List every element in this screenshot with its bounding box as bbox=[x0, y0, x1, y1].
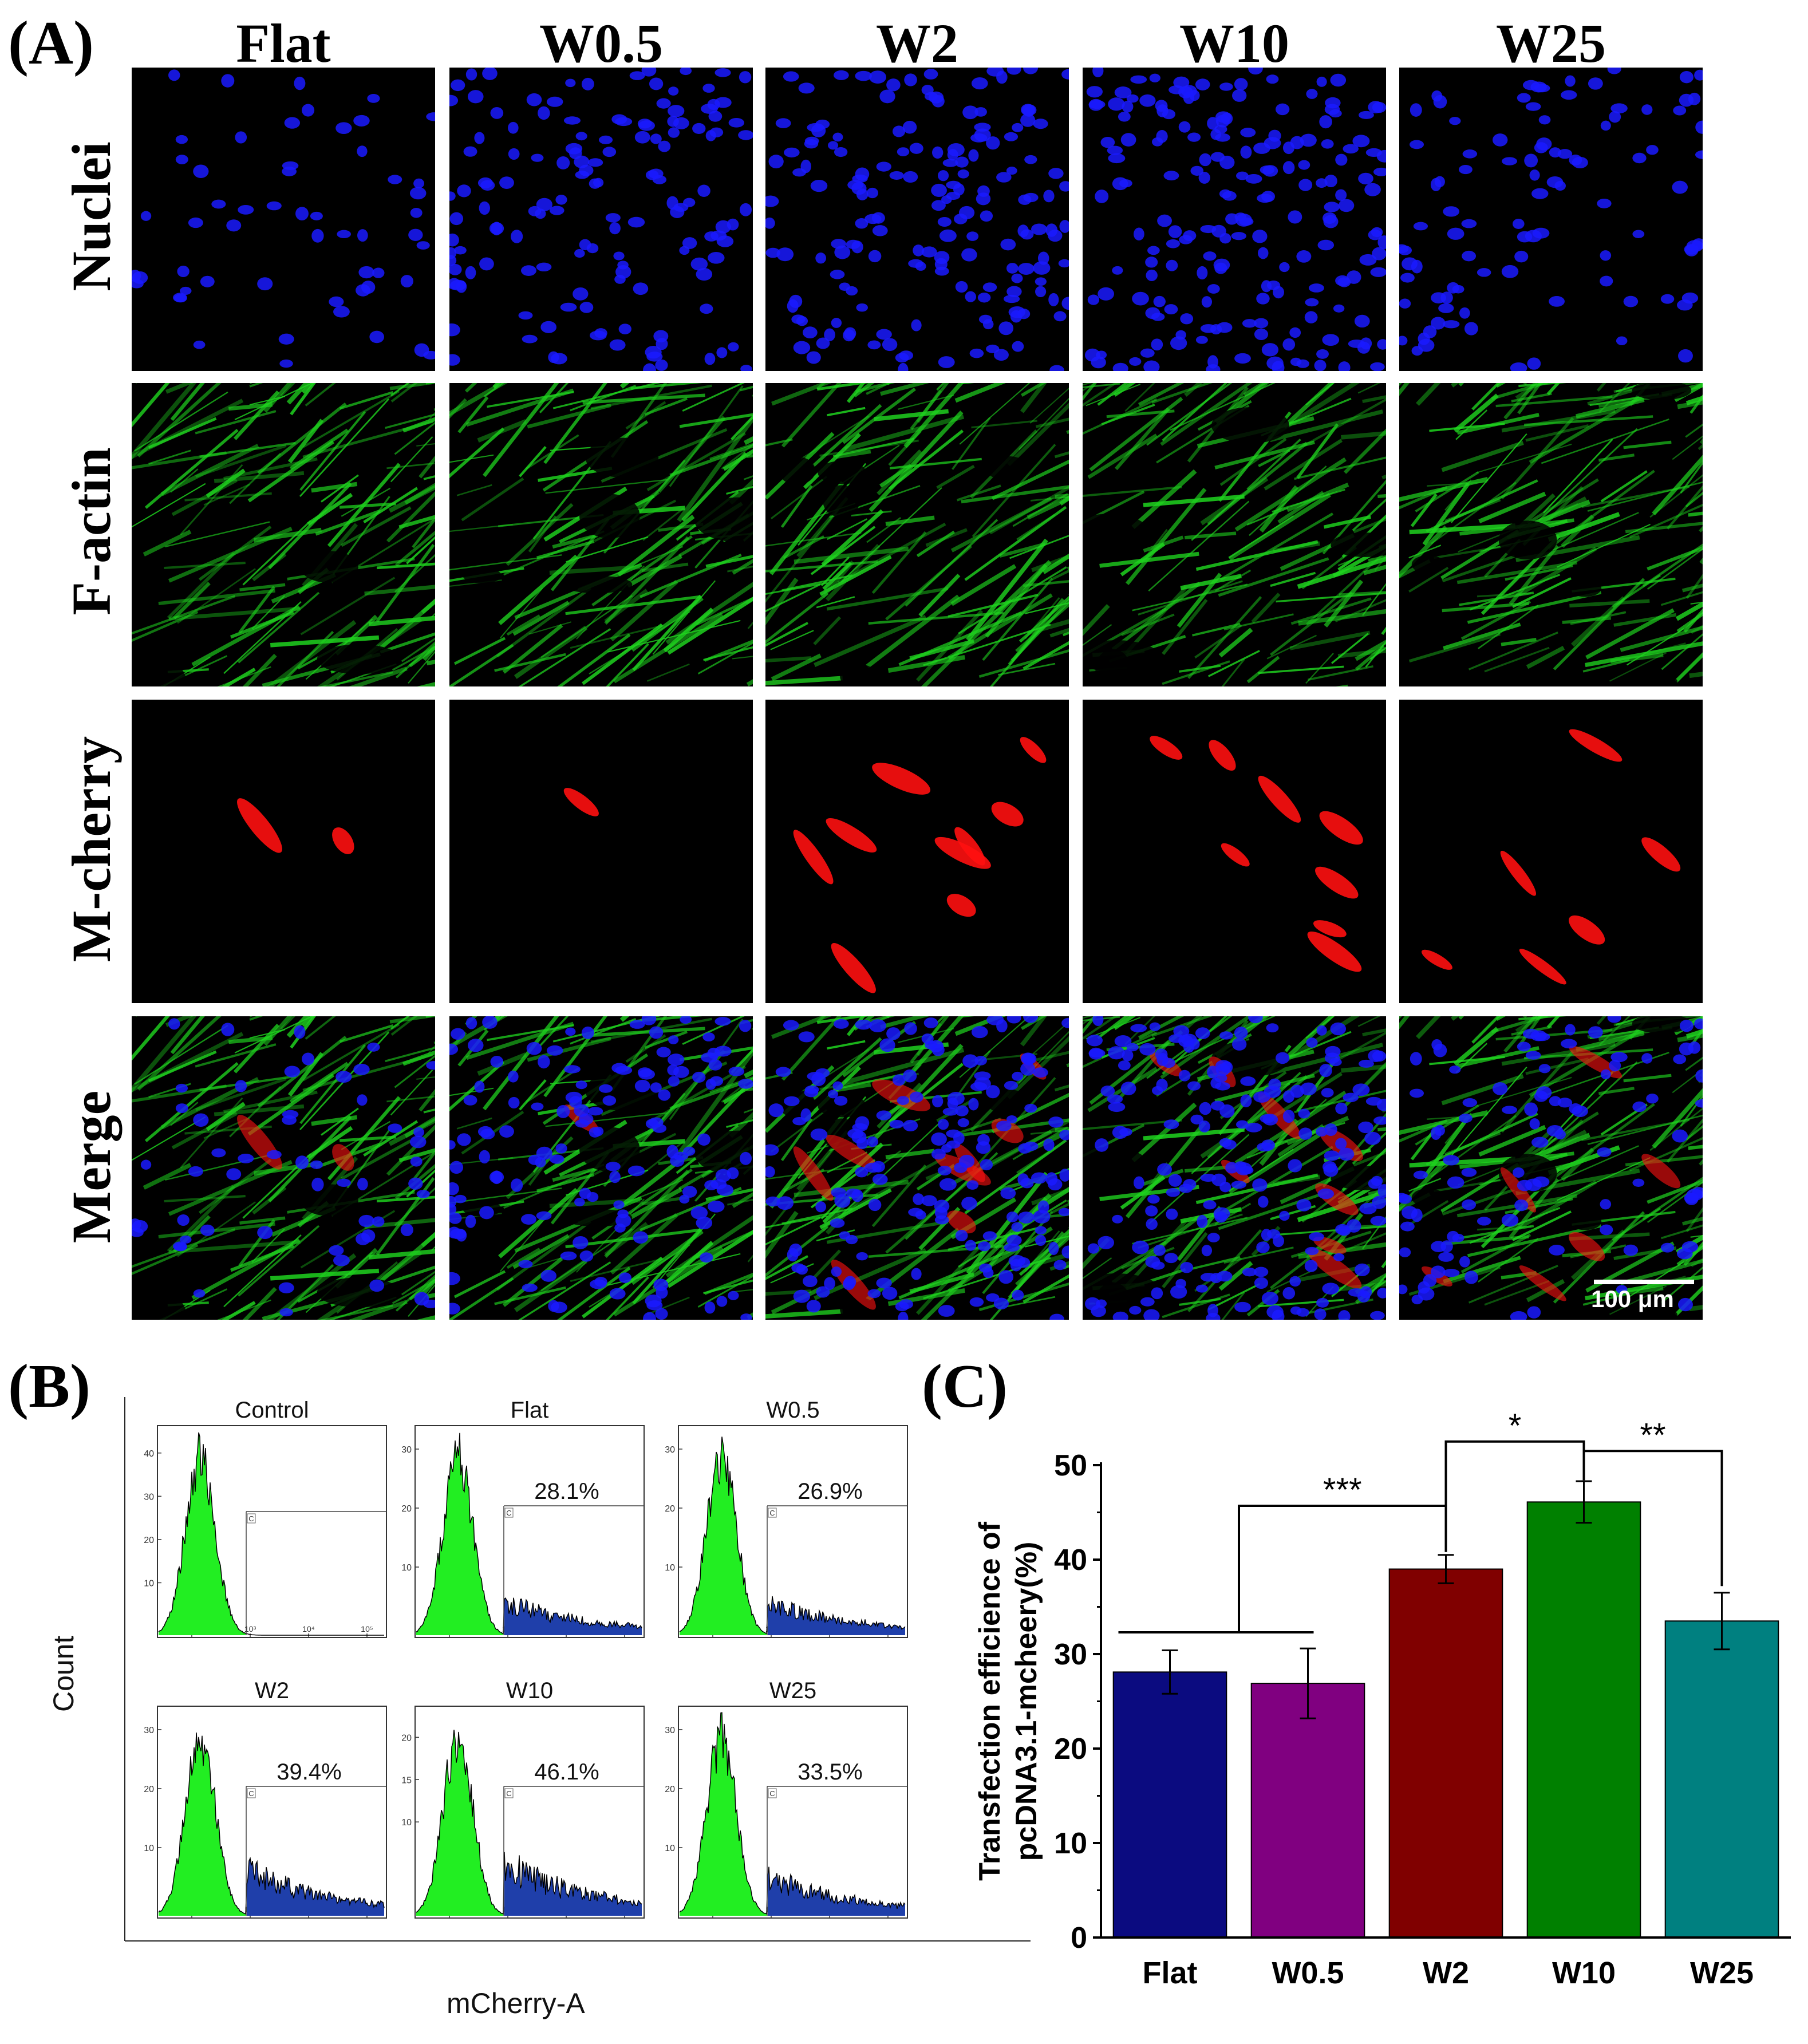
histogram-flat: Flat10203010²10³10⁴10⁵C28.1% bbox=[401, 1398, 644, 1637]
positive-percent: 33.5% bbox=[798, 1759, 862, 1785]
histogram-x-tick: 10⁵ bbox=[361, 1624, 373, 1633]
significance-label: * bbox=[1509, 1407, 1522, 1445]
histogram-title: W0.5 bbox=[766, 1398, 819, 1423]
bar-w2 bbox=[1389, 1569, 1503, 1938]
micrograph-mcherry-w25 bbox=[1399, 700, 1703, 1003]
row-header-m-cherry: M-cherry bbox=[64, 697, 119, 1001]
y-tick-label: 50 bbox=[1054, 1449, 1087, 1482]
column-header-flat: Flat bbox=[132, 16, 435, 71]
histogram-y-tick: 30 bbox=[144, 1492, 154, 1502]
micrograph-merge-w25: 100 μm bbox=[1399, 1016, 1703, 1320]
histogram-y-tick: 10 bbox=[144, 1844, 154, 1853]
gate-label: C bbox=[248, 1789, 254, 1798]
x-tick-label: W10 bbox=[1552, 1956, 1616, 1990]
x-tick-label: W0.5 bbox=[1272, 1956, 1344, 1990]
micrograph-factin-w25 bbox=[1399, 383, 1703, 686]
micrograph-merge-flat bbox=[132, 1016, 435, 1320]
histogram-title: Flat bbox=[511, 1398, 549, 1423]
histogram-y-tick: 20 bbox=[144, 1785, 154, 1794]
micrograph-nuclei-w10 bbox=[1083, 68, 1386, 371]
histogram-y-tick: 15 bbox=[401, 1775, 412, 1785]
gate-label: C bbox=[506, 1509, 511, 1517]
histogram-y-tick: 30 bbox=[401, 1445, 412, 1455]
micrograph-mcherry-flat bbox=[132, 700, 435, 1003]
micrograph-mcherry-w10 bbox=[1083, 700, 1386, 1003]
gate-label: C bbox=[248, 1514, 254, 1523]
histogram-x-tick: 10⁴ bbox=[302, 1624, 315, 1633]
histogram-y-tick: 20 bbox=[665, 1504, 675, 1514]
positive-percent: 46.1% bbox=[534, 1759, 599, 1785]
positive-percent: 28.1% bbox=[534, 1479, 599, 1504]
histogram-y-tick: 20 bbox=[665, 1785, 675, 1794]
micrograph-mcherry-w2 bbox=[765, 700, 1069, 1003]
histogram-y-tick: 10 bbox=[401, 1563, 412, 1573]
x-tick-label: W25 bbox=[1690, 1956, 1754, 1990]
y-axis-label: Transfection efficience of bbox=[973, 1521, 1006, 1881]
histogram-w2: W210203010²10³10⁴10⁵C39.4% bbox=[144, 1678, 386, 1918]
histogram-y-tick: 40 bbox=[144, 1449, 154, 1459]
row-header-nuclei: Nuclei bbox=[64, 65, 119, 368]
gate-label: C bbox=[769, 1509, 775, 1517]
micrograph-factin-w2 bbox=[765, 383, 1069, 686]
x-tick-label: Flat bbox=[1142, 1956, 1197, 1990]
row-header-f-actin: F-actin bbox=[64, 380, 119, 683]
histogram-w0-5: W0.510203010²10³10⁴10⁵C26.9% bbox=[665, 1398, 907, 1637]
histogram-control: Control1020304010²10³10⁴10⁵C bbox=[144, 1398, 386, 1637]
histogram-y-tick: 20 bbox=[401, 1504, 412, 1514]
micrograph-merge-w10 bbox=[1083, 1016, 1386, 1320]
significance-label: ** bbox=[1640, 1416, 1665, 1454]
y-tick-label: 40 bbox=[1054, 1544, 1087, 1577]
column-header-w25: W25 bbox=[1399, 16, 1703, 71]
bar-w25 bbox=[1665, 1621, 1779, 1938]
histogram-y-tick: 10 bbox=[144, 1579, 154, 1588]
bar-chart: Flat W0.5 W2 W10 W25 0 10 20 30 40 50 Transfection … bbox=[938, 1371, 1808, 2029]
row-header-merge: Merge bbox=[64, 1015, 119, 1319]
y-tick-label: 10 bbox=[1054, 1827, 1087, 1860]
column-header-w2: W2 bbox=[765, 16, 1069, 71]
bar-w0-5 bbox=[1252, 1683, 1365, 1938]
positive-percent: 39.4% bbox=[277, 1759, 341, 1785]
micrograph-nuclei-w25 bbox=[1399, 68, 1703, 371]
gate-label: C bbox=[506, 1789, 511, 1798]
micrograph-mcherry-w0-5 bbox=[449, 700, 753, 1003]
histogram-y-tick: 30 bbox=[144, 1726, 154, 1735]
histogram-title: W2 bbox=[255, 1678, 289, 1703]
panel-b-letter: (B) bbox=[8, 1356, 90, 1418]
micrograph-nuclei-w2 bbox=[765, 68, 1069, 371]
histogram-y-tick: 20 bbox=[401, 1733, 412, 1743]
histogram-w25: W2510203010²10³10⁴10⁵C33.5% bbox=[665, 1678, 907, 1918]
column-header-w0-5: W0.5 bbox=[449, 16, 753, 71]
flow-cytometry-panel: Control1020304010²10³10⁴10⁵CFlat10203010… bbox=[115, 1391, 1042, 2044]
y-tick-label: 30 bbox=[1054, 1638, 1087, 1671]
histogram-y-tick: 30 bbox=[665, 1726, 675, 1735]
gate-label: C bbox=[769, 1789, 775, 1798]
micrograph-factin-w10 bbox=[1083, 383, 1386, 686]
micrograph-factin-flat bbox=[132, 383, 435, 686]
y-axis-label: pcDNA3.1-mcheery(%) bbox=[1010, 1542, 1043, 1861]
y-tick-label: 0 bbox=[1071, 1921, 1087, 1955]
panel-b-y-axis-label: Count bbox=[47, 1636, 80, 1712]
y-tick-label: 20 bbox=[1054, 1733, 1087, 1766]
micrograph-nuclei-flat bbox=[132, 68, 435, 371]
histogram-title: W25 bbox=[769, 1678, 816, 1703]
significance-label: *** bbox=[1323, 1471, 1362, 1509]
column-header-w10: W10 bbox=[1083, 16, 1386, 71]
micrograph-nuclei-w0-5 bbox=[449, 68, 753, 371]
bar-flat bbox=[1114, 1672, 1227, 1938]
histogram-w10: W1010152010²10³10⁴10⁵C46.1% bbox=[401, 1678, 644, 1918]
x-tick-label: W2 bbox=[1423, 1956, 1469, 1990]
micrograph-merge-w2 bbox=[765, 1016, 1069, 1320]
histogram-title: Control bbox=[235, 1398, 309, 1423]
micrograph-factin-w0-5 bbox=[449, 383, 753, 686]
bar-w10 bbox=[1527, 1502, 1641, 1938]
histogram-title: W10 bbox=[506, 1678, 553, 1703]
histogram-y-tick: 10 bbox=[401, 1818, 412, 1828]
histogram-y-tick: 10 bbox=[665, 1844, 675, 1853]
positive-percent: 26.9% bbox=[798, 1479, 862, 1504]
scale-bar-label: 100 μm bbox=[1591, 1285, 1674, 1313]
micrograph-merge-w0-5 bbox=[449, 1016, 753, 1320]
histogram-y-tick: 30 bbox=[665, 1445, 675, 1455]
histogram-y-tick: 10 bbox=[665, 1563, 675, 1573]
histogram-y-tick: 20 bbox=[144, 1536, 154, 1545]
